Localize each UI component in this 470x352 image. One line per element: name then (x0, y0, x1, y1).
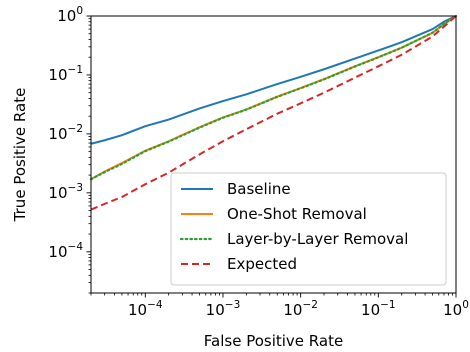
axes-frame (90, 15, 457, 294)
series-line-baseline (90, 15, 457, 145)
y-tick-label: 10−2 (48, 123, 83, 143)
y-tick-label: 10−3 (48, 182, 83, 202)
legend-label-one-shot-removal: One-Shot Removal (227, 205, 367, 223)
series-line-layer-by-layer-removal (89, 14, 458, 181)
y-tick-label: 10−4 (48, 241, 83, 261)
x-tick-label: 100 (443, 299, 469, 319)
axes-layer: 10−4 10−3 10−2 10−1 100 10−4 10−3 10−2 10−1 100 (48, 5, 468, 319)
legend-box (170, 172, 447, 286)
x-tick-label: 10−3 (206, 299, 241, 319)
legend-label-expected: Expected (227, 255, 297, 273)
legend-label-baseline: Baseline (227, 180, 291, 198)
legend: Baseline One-Shot Removal Layer-by-Layer R… (170, 172, 447, 286)
legend-label-layer-by-layer-removal: Layer-by-Layer Removal (227, 230, 408, 248)
x-tick-label: 10−4 (128, 299, 163, 319)
y-tick-label: 100 (57, 5, 83, 25)
y-axis-label: True Positive Rate (11, 88, 29, 223)
x-tick-label: 10−2 (283, 299, 318, 319)
x-axis-label: False Positive Rate (204, 332, 343, 350)
x-tick-label: 10−1 (361, 299, 396, 319)
series-line-expected (90, 15, 457, 211)
series-layer (89, 14, 458, 211)
y-tick-label: 10−1 (48, 64, 83, 84)
